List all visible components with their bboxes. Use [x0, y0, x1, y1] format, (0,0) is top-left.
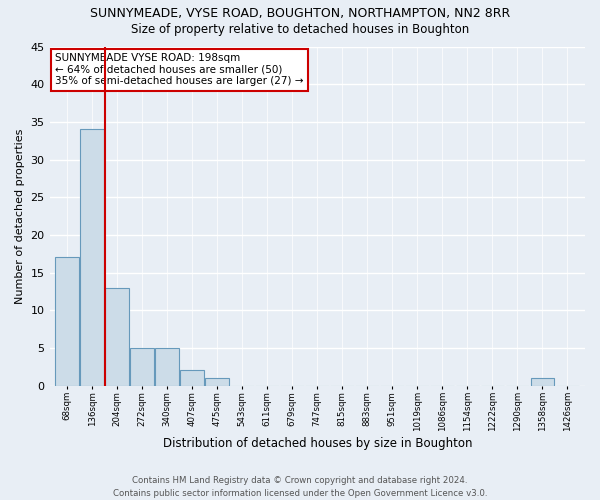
Text: Contains HM Land Registry data © Crown copyright and database right 2024.
Contai: Contains HM Land Registry data © Crown c…: [113, 476, 487, 498]
Bar: [180, 370, 204, 386]
Bar: [105, 288, 129, 386]
Bar: [55, 258, 79, 386]
Bar: [80, 130, 104, 386]
Text: SUNNYMEADE VYSE ROAD: 198sqm
← 64% of detached houses are smaller (50)
35% of se: SUNNYMEADE VYSE ROAD: 198sqm ← 64% of de…: [55, 54, 304, 86]
Bar: [530, 378, 554, 386]
Bar: [205, 378, 229, 386]
Text: Size of property relative to detached houses in Boughton: Size of property relative to detached ho…: [131, 22, 469, 36]
Y-axis label: Number of detached properties: Number of detached properties: [15, 128, 25, 304]
Bar: [130, 348, 154, 386]
Bar: [155, 348, 179, 386]
Text: SUNNYMEADE, VYSE ROAD, BOUGHTON, NORTHAMPTON, NN2 8RR: SUNNYMEADE, VYSE ROAD, BOUGHTON, NORTHAM…: [90, 8, 510, 20]
X-axis label: Distribution of detached houses by size in Boughton: Distribution of detached houses by size …: [163, 437, 472, 450]
